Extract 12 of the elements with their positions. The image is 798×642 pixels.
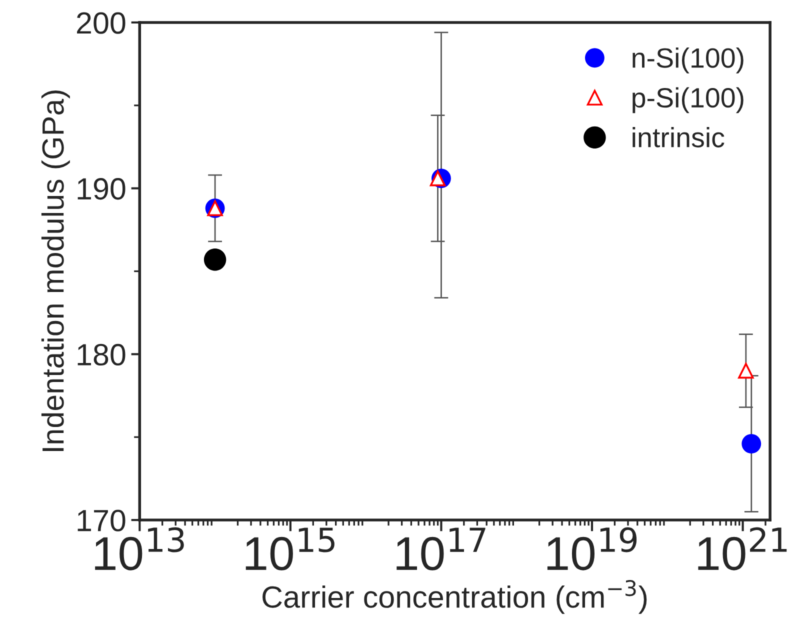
y-tick-label: 190 — [78, 178, 126, 200]
y-axis-title: Indentation modulus (GPa) — [41, 90, 70, 451]
legend-label: intrinsic — [632, 127, 724, 148]
legend-label: p-Si(100) — [632, 87, 744, 114]
y-tick-label: 200 — [77, 12, 126, 34]
y-tick-label: 180 — [78, 344, 126, 366]
x-tick-label: 10$^{17}$ — [396, 528, 486, 570]
x-axis-title: Carrier concentration (cm$^{−3}$) — [262, 580, 647, 614]
x-tick-label: 10$^{15}$ — [246, 528, 334, 570]
legend-label: n-Si(100) — [632, 47, 744, 74]
x-tick-label: 10$^{19}$ — [547, 527, 637, 570]
x-tick-label: 10$^{21}$ — [698, 527, 787, 570]
